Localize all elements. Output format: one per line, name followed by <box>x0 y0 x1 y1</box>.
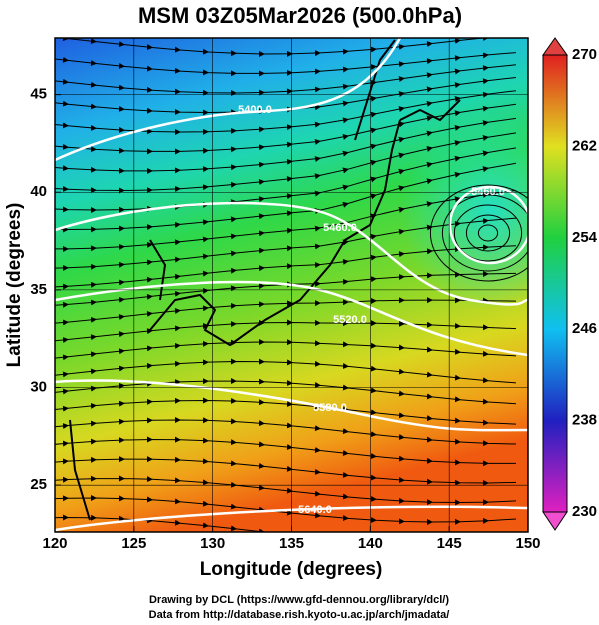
x-tick-label: 120 <box>42 535 67 552</box>
x-axis-label: Longitude (degrees) <box>200 559 383 580</box>
x-tick-label: 145 <box>437 535 462 552</box>
streamline <box>55 319 517 343</box>
colorbar-tick-label: 262 <box>572 137 597 154</box>
x-tick-label: 135 <box>279 535 304 552</box>
colorbar-extend-top <box>542 37 568 56</box>
x-tick-label: 130 <box>200 535 225 552</box>
footer-line: Drawing by DCL (https://www.gfd-dennou.o… <box>149 594 449 606</box>
contour-line <box>55 505 528 532</box>
axes: 120 125 130 135 140 145 150 25 30 35 40 45 230 238 246… <box>30 46 597 552</box>
contour-label: 5520.0 <box>333 314 367 326</box>
y-tick-label: 25 <box>30 476 47 493</box>
contour-line <box>55 379 528 432</box>
streamline <box>429 184 528 282</box>
footer-line: Data from http://database.rish.kyoto-u.a… <box>149 609 450 621</box>
y-tick-label: 35 <box>30 281 47 298</box>
contour-label: 5460.0 <box>471 186 505 198</box>
colorbar-tick-label: 254 <box>572 229 598 246</box>
x-tick-label: 150 <box>515 535 540 552</box>
streamline <box>441 194 528 272</box>
streamline <box>465 214 511 252</box>
x-tick-label: 125 <box>121 535 146 552</box>
colorbar-tick-label: 270 <box>572 46 597 63</box>
title: MSM 03Z05Mar2026 (500.0hPa) <box>138 3 462 28</box>
contour-line <box>448 185 528 265</box>
streamline <box>55 514 489 532</box>
contour-label: 5580.0 <box>313 402 347 414</box>
streamline <box>55 358 517 384</box>
streamline <box>453 204 523 262</box>
contour-label: 5460.0 <box>323 222 357 234</box>
coastline <box>69 39 461 521</box>
contour-label: 5400.0 <box>238 104 272 116</box>
plot-area: 5400.0 5460.0 5520.0 5580.0 5640.0 5460.0 <box>55 38 528 532</box>
contour-label: 5640.0 <box>298 504 332 516</box>
streamline <box>55 339 517 361</box>
streamline <box>55 378 517 405</box>
y-tick-label: 30 <box>30 378 47 395</box>
colorbar-tick-label: 230 <box>572 503 597 520</box>
y-tick-label: 40 <box>30 183 47 200</box>
colorbar-tick-label: 246 <box>572 320 597 337</box>
contour-line <box>55 38 402 162</box>
colorbar-tick-label: 238 <box>572 412 597 429</box>
colorbar-extend-bottom <box>542 511 568 531</box>
streamline <box>55 297 517 326</box>
colorbar <box>542 54 568 513</box>
streamline <box>477 224 499 242</box>
y-tick-label: 45 <box>30 86 47 103</box>
x-tick-label: 140 <box>358 535 383 552</box>
y-axis-label: Latitude (degrees) <box>4 203 25 368</box>
contour-line <box>55 201 528 306</box>
